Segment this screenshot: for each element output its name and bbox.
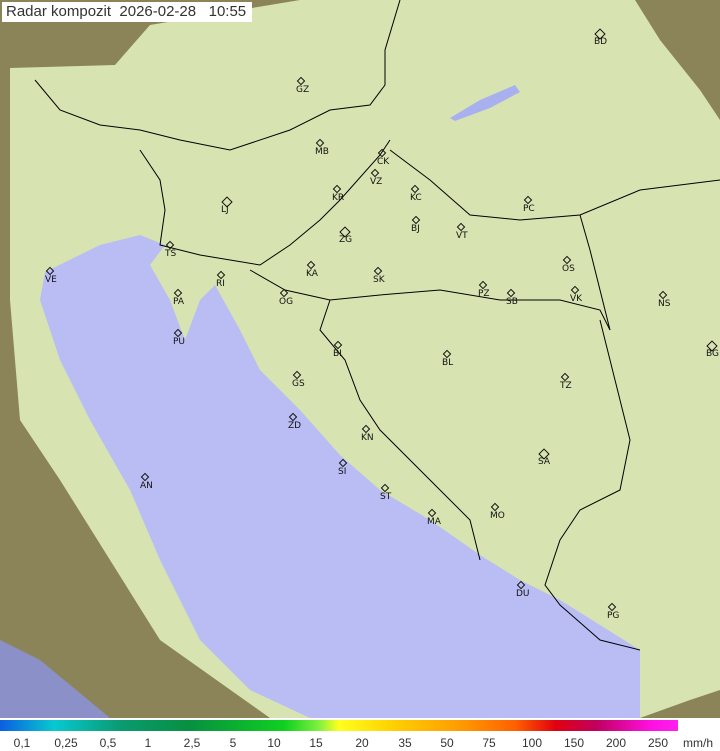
legend-label: 20	[355, 736, 369, 750]
city-label: KR	[332, 193, 345, 203]
city-label: MO	[490, 511, 505, 521]
legend-label: 250	[647, 736, 669, 750]
legend-labels: 0,1 0,25 0,5 1 2,5 5 10 15 20 35 50 75 1…	[0, 736, 720, 751]
city-label: OG	[279, 297, 294, 307]
city-label: TS	[165, 249, 177, 259]
city-label: VT	[456, 231, 468, 241]
country-borders	[34, 0, 720, 651]
city-label: BJ	[411, 224, 420, 234]
city-label: MB	[315, 147, 329, 157]
city-label: RI	[216, 279, 225, 289]
legend-label: 100	[521, 736, 543, 750]
city-label: ZD	[288, 421, 302, 431]
city-label: PC	[523, 204, 535, 214]
city-label: BI	[333, 349, 342, 359]
city-label: SB	[506, 297, 518, 307]
city-label: SA	[538, 457, 551, 467]
city-label: PA	[173, 297, 185, 307]
legend-label: 0,1	[13, 736, 31, 750]
city-label: GZ	[296, 85, 310, 95]
legend-label: 2,5	[183, 736, 201, 750]
city-label: VK	[570, 294, 583, 304]
city-label: KC	[410, 193, 422, 203]
city-label: TZ	[560, 381, 572, 391]
legend-label: 150	[563, 736, 585, 750]
legend-unit: mm/h	[683, 736, 713, 750]
sea-tyrrhenian-edge	[0, 640, 110, 718]
city-label: KN	[361, 433, 374, 443]
legend-label: 10	[267, 736, 281, 750]
legend-label: 0,5	[99, 736, 117, 750]
legend-label: 5	[229, 736, 237, 750]
city-label: BL	[442, 358, 454, 368]
city-label: PG	[607, 611, 620, 621]
city-label: OS	[562, 264, 575, 274]
city-label: VZ	[370, 177, 383, 187]
legend-label: 35	[398, 736, 412, 750]
city-label: AN	[140, 481, 153, 491]
city-label: ZG	[339, 235, 353, 245]
map-title: Radar kompozit 2026-02-28 10:55	[2, 2, 253, 22]
city-label: ST	[380, 492, 392, 502]
city-label: BD	[594, 37, 608, 47]
city-label: PU	[173, 337, 186, 347]
city-label: LJ	[221, 205, 229, 215]
city-label: DU	[516, 589, 530, 599]
legend-label: 1	[144, 736, 152, 750]
legend-label: 15	[309, 736, 323, 750]
precipitation-color-scale	[0, 720, 678, 731]
legend-label: 200	[605, 736, 627, 750]
city-label: MA	[427, 517, 441, 527]
city-label: KA	[306, 269, 318, 279]
city-label: BG	[706, 349, 719, 359]
radar-map	[0, 0, 720, 718]
city-label: CK	[377, 157, 390, 167]
legend-label: 75	[482, 736, 496, 750]
city-label: SK	[373, 275, 385, 285]
sea-adriatic	[40, 235, 640, 718]
legend-label: 0,25	[54, 736, 78, 750]
city-label: GS	[292, 379, 305, 389]
legend-label: 50	[440, 736, 454, 750]
city-label: NS	[658, 299, 671, 309]
city-label: SI	[338, 467, 347, 477]
city-label: VE	[45, 275, 57, 285]
lake-balaton	[450, 85, 520, 121]
city-label: PZ	[478, 289, 490, 299]
